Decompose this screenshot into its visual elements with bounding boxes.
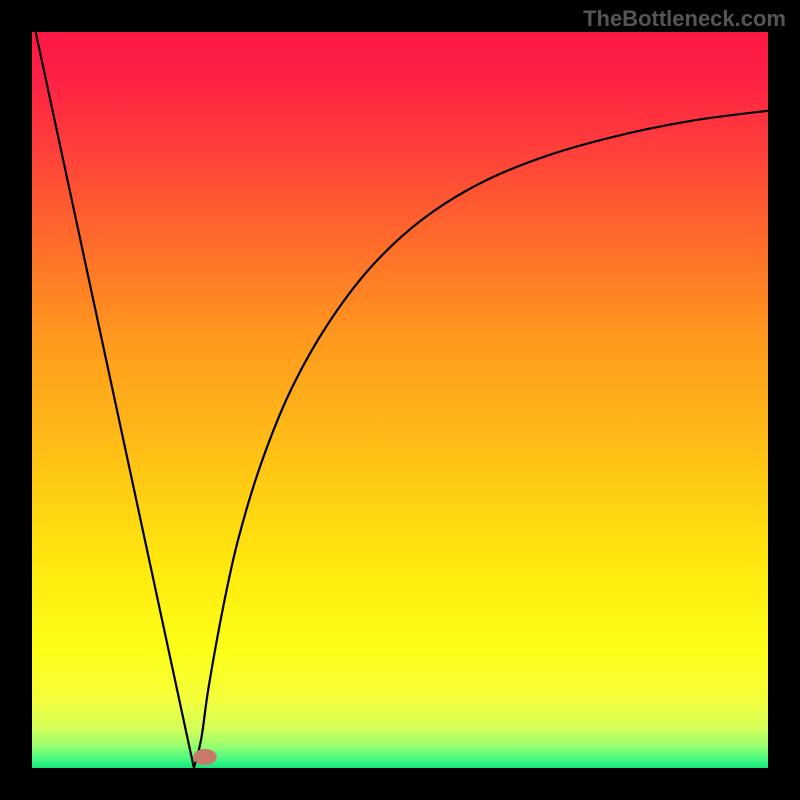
watermark-text: TheBottleneck.com [583,6,786,32]
optimal-point-marker [193,749,217,765]
bottleneck-chart [32,32,768,768]
gradient-background [32,32,768,768]
